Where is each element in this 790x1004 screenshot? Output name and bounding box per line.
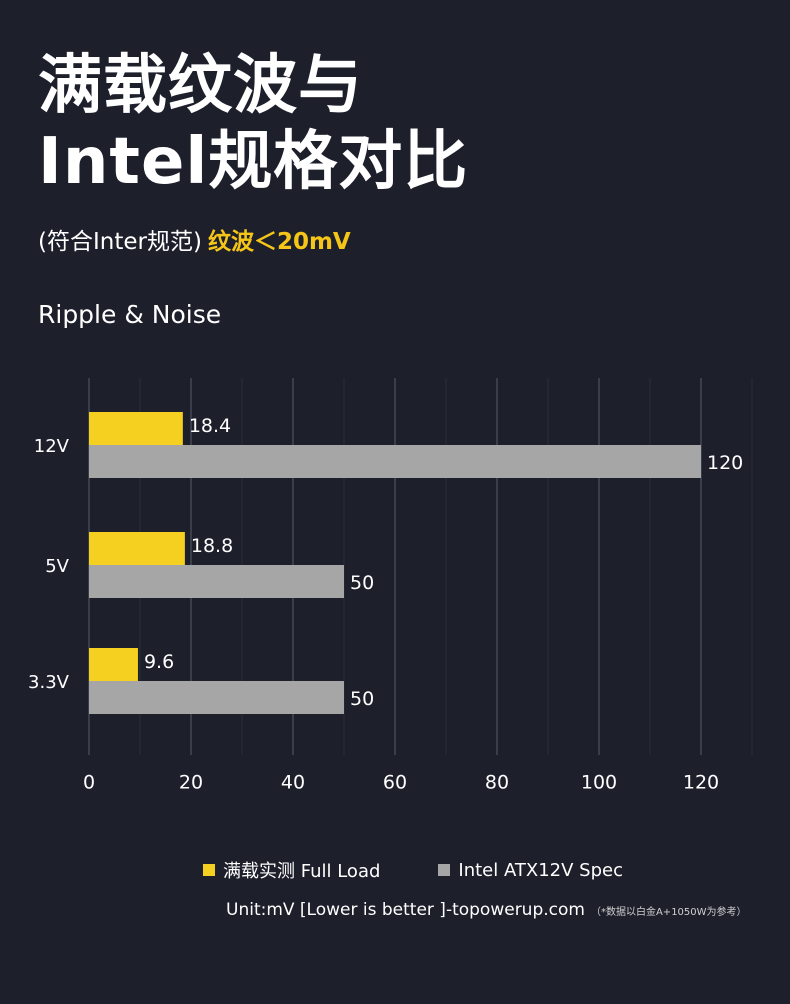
- legend-swatch-measured: [203, 864, 215, 876]
- legend-label-spec: Intel ATX12V Spec: [458, 859, 623, 881]
- subtitle: (符合Inter规范) 纹波＜20mV: [38, 222, 351, 256]
- subtitle-prefix: (符合Inter规范): [38, 229, 202, 255]
- x-tick-label: 0: [83, 772, 95, 794]
- x-tick-label: 100: [581, 772, 617, 794]
- ripple-bar-chart: 0 20 40 60 80 100 120 12V 18.4 120 5V 18.8 50 3.3V 9.6…: [28, 378, 753, 794]
- page-title: 满载纹波与 Intel规格对比: [38, 48, 468, 200]
- chart-legend: 满载实测 Full Load Intel ATX12V Spec: [203, 857, 681, 883]
- bar-measured: [89, 532, 185, 565]
- bar-spec: [89, 565, 344, 598]
- subtitle-highlight: 纹波＜20mV: [207, 229, 351, 255]
- bar-spec: [89, 681, 344, 714]
- x-tick-label: 120: [683, 772, 719, 794]
- category-label: 12V: [34, 436, 70, 457]
- data-label: 18.4: [189, 415, 231, 437]
- data-label: 50: [350, 572, 374, 594]
- category-label: 5V: [45, 556, 69, 577]
- data-label: 18.8: [191, 535, 233, 557]
- x-tick-label: 40: [281, 772, 305, 794]
- legend-item-spec: Intel ATX12V Spec: [438, 860, 623, 881]
- chart-heading: Ripple & Noise: [38, 300, 222, 329]
- data-label: 120: [707, 452, 743, 474]
- data-label: 50: [350, 688, 374, 710]
- legend-label-measured: 满载实测 Full Load: [223, 861, 381, 882]
- data-label: 9.6: [144, 651, 174, 673]
- bar-measured: [89, 648, 138, 681]
- bar-measured: [89, 412, 183, 445]
- x-tick-label: 20: [179, 772, 203, 794]
- title-line-2: Intel规格对比: [38, 125, 469, 199]
- unit-note: （*数据以白金A+1050W为参考）: [590, 907, 747, 918]
- legend-item-measured: 满载实测 Full Load: [203, 857, 380, 883]
- unit-text: Unit:mV [Lower is better ]-topowerup.com: [226, 900, 585, 920]
- x-tick-label: 60: [383, 772, 407, 794]
- bar-spec: [89, 445, 701, 478]
- unit-line: Unit:mV [Lower is better ]-topowerup.com…: [226, 900, 747, 920]
- category-label: 3.3V: [28, 672, 70, 693]
- x-tick-label: 80: [485, 772, 509, 794]
- legend-swatch-spec: [438, 864, 451, 876]
- title-line-1: 满载纹波与: [38, 49, 363, 123]
